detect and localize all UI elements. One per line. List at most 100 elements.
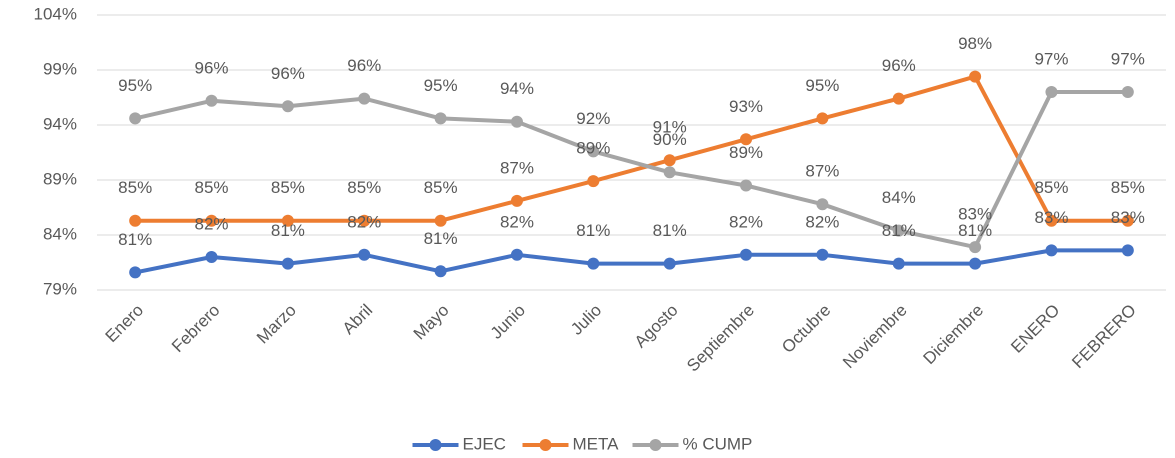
- data-label: 83%: [1034, 208, 1068, 227]
- data-label: 94%: [500, 79, 534, 98]
- data-label: 81%: [424, 229, 458, 248]
- data-point: [434, 265, 447, 278]
- legend-marker: [429, 439, 442, 451]
- data-label: 96%: [271, 64, 305, 83]
- data-point: [129, 266, 142, 279]
- x-tick-label: Septiembre: [683, 301, 758, 376]
- legend-marker: [649, 439, 662, 451]
- data-label: 82%: [500, 212, 534, 231]
- data-label: 85%: [195, 178, 229, 197]
- data-label: 97%: [1111, 49, 1145, 68]
- data-point: [969, 70, 982, 83]
- data-point: [663, 154, 676, 167]
- data-label: 81%: [576, 221, 610, 240]
- data-label: 82%: [729, 212, 763, 231]
- data-label: 96%: [347, 56, 381, 75]
- x-tick-label: Mayo: [410, 301, 453, 344]
- series-line: [135, 74, 1128, 223]
- series-line: [134, 248, 1128, 275]
- data-label: 85%: [271, 178, 305, 197]
- data-point: [281, 214, 294, 227]
- y-tick-label: 104%: [34, 4, 77, 23]
- data-label: 81%: [958, 221, 992, 240]
- data-point: [129, 112, 142, 125]
- x-tick-label: Octubre: [778, 301, 834, 357]
- x-tick-label: Diciembre: [920, 301, 988, 369]
- series-line: [134, 90, 1128, 250]
- data-point: [740, 248, 753, 261]
- data-point: [892, 257, 905, 270]
- data-point: [1045, 214, 1058, 227]
- data-label: 93%: [729, 97, 763, 116]
- data-point: [663, 257, 676, 270]
- data-label: 90%: [653, 130, 687, 149]
- data-label: 95%: [118, 76, 152, 95]
- x-tick-label: Agosto: [631, 301, 682, 352]
- data-point: [1121, 244, 1134, 257]
- data-point: [892, 224, 905, 237]
- data-point: [1045, 86, 1058, 98]
- data-label: 87%: [805, 162, 839, 181]
- data-label: 89%: [729, 143, 763, 162]
- data-label: 85%: [424, 178, 458, 197]
- x-tick-label: Febrero: [168, 301, 224, 357]
- data-label: 87%: [500, 158, 534, 177]
- data-point: [587, 257, 600, 270]
- data-label: 85%: [118, 178, 152, 197]
- data-label: 82%: [347, 212, 381, 231]
- data-point: [281, 257, 294, 270]
- data-point: [816, 112, 829, 125]
- data-point: [1121, 214, 1134, 227]
- y-tick-label: 79%: [43, 279, 77, 298]
- data-point: [587, 145, 600, 158]
- data-point: [205, 94, 218, 107]
- data-label: 98%: [958, 34, 992, 53]
- data-point: [205, 251, 218, 263]
- legend-label: META: [573, 434, 620, 453]
- x-tick-label: ENERO: [1007, 301, 1063, 357]
- data-point: [816, 248, 829, 261]
- data-point: [510, 115, 523, 128]
- data-point: [740, 133, 753, 146]
- x-tick-label: Enero: [102, 301, 148, 347]
- x-tick-label: Junio: [487, 301, 529, 343]
- data-point: [892, 92, 905, 105]
- data-point: [434, 214, 447, 227]
- data-label: 91%: [653, 118, 687, 137]
- y-tick-label: 94%: [43, 114, 77, 133]
- data-label: 84%: [882, 188, 916, 207]
- data-point: [663, 166, 676, 179]
- x-tick-label: Noviembre: [839, 301, 911, 373]
- data-point: [969, 257, 982, 270]
- data-label: 81%: [118, 230, 152, 249]
- data-label: 82%: [805, 212, 839, 231]
- x-tick-label: FEBRERO: [1068, 301, 1140, 373]
- legend-label: EJEC: [463, 434, 506, 453]
- data-point: [969, 241, 982, 254]
- data-label: 82%: [195, 214, 229, 233]
- data-label: 96%: [882, 56, 916, 75]
- data-label: 96%: [195, 58, 229, 77]
- data-label: 81%: [882, 221, 916, 240]
- data-label: 97%: [1034, 49, 1068, 68]
- data-point: [1045, 244, 1058, 257]
- x-tick-label: Marzo: [253, 301, 300, 348]
- y-tick-label: 89%: [43, 169, 77, 188]
- data-point: [358, 248, 371, 261]
- data-point: [510, 194, 523, 207]
- data-point: [510, 248, 523, 261]
- data-label: 89%: [576, 139, 610, 158]
- data-label: 83%: [1111, 208, 1145, 227]
- y-tick-label: 84%: [43, 224, 77, 243]
- data-label: 83%: [958, 205, 992, 224]
- data-point: [740, 179, 753, 192]
- data-point: [434, 112, 447, 125]
- data-point: [587, 175, 600, 188]
- data-label: 85%: [347, 178, 381, 197]
- data-point: [129, 214, 142, 227]
- data-label: 95%: [805, 76, 839, 95]
- data-label: 85%: [1111, 178, 1145, 197]
- data-label: 85%: [1034, 178, 1068, 197]
- data-point: [358, 214, 371, 227]
